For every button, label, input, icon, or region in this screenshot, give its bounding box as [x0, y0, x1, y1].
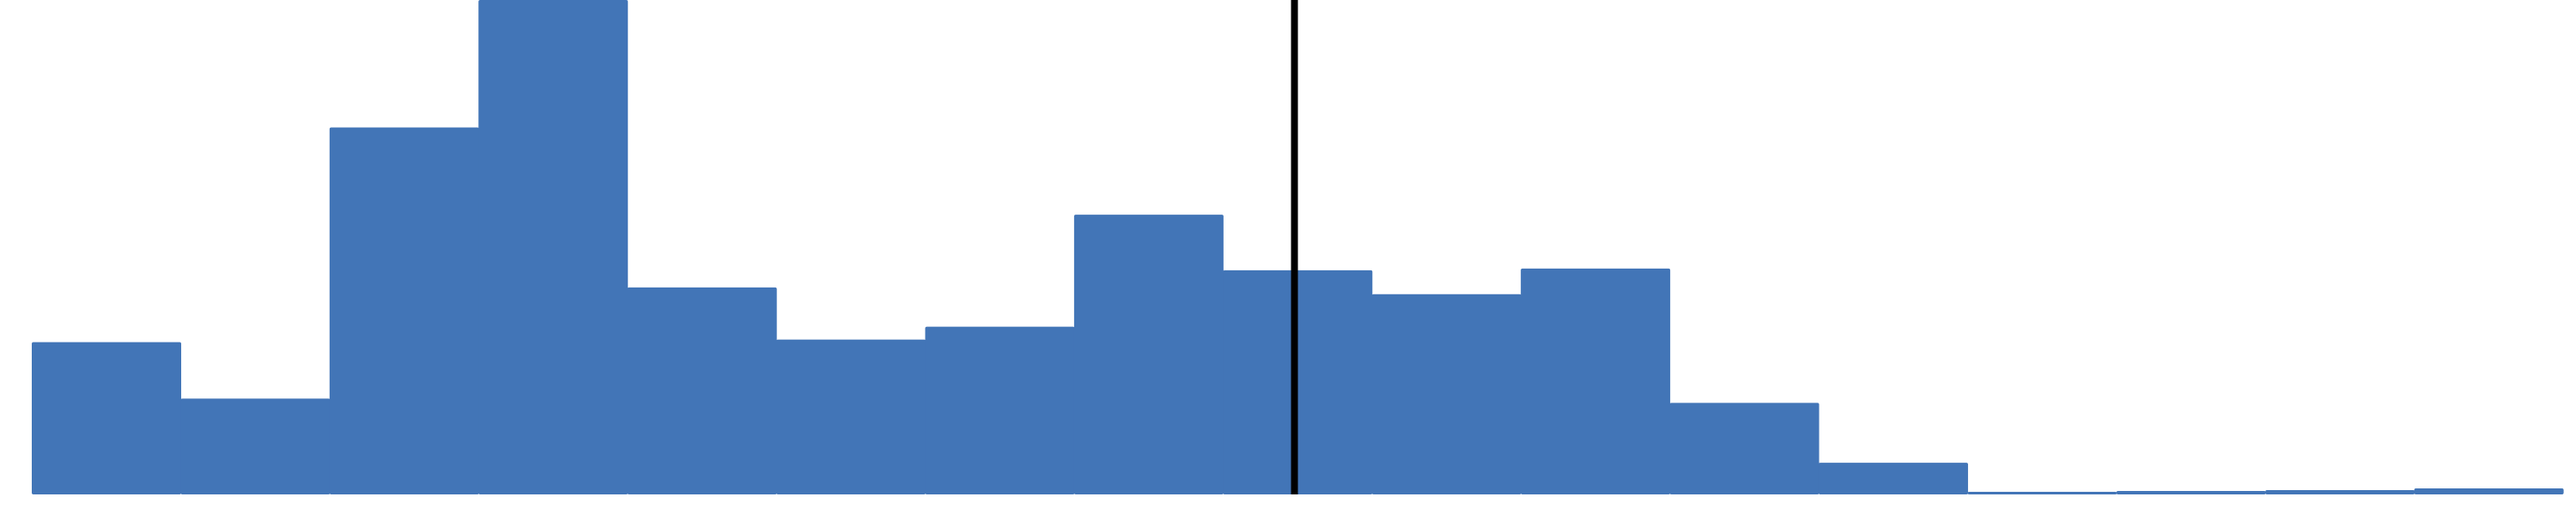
histogram-bar-8 [1073, 215, 1224, 494]
histogram-bar-10 [1371, 294, 1522, 494]
histogram-bar-1 [32, 342, 182, 494]
histogram-bar-11 [1521, 268, 1671, 494]
histogram-bar-2 [180, 398, 331, 494]
histogram-bar-15 [2116, 491, 2266, 494]
histogram-bar-16 [2265, 490, 2415, 494]
histogram-bar-14 [1967, 492, 2117, 494]
histogram-bar-3 [329, 127, 479, 495]
histogram-bar-5 [627, 287, 777, 494]
histogram-bar-4 [478, 0, 629, 494]
histogram-bar-6 [776, 339, 927, 494]
histogram-bar-13 [1818, 463, 1968, 494]
histogram-bar-7 [925, 326, 1075, 494]
histogram-bar-12 [1669, 403, 1820, 494]
histogram-bar-17 [2414, 488, 2564, 494]
